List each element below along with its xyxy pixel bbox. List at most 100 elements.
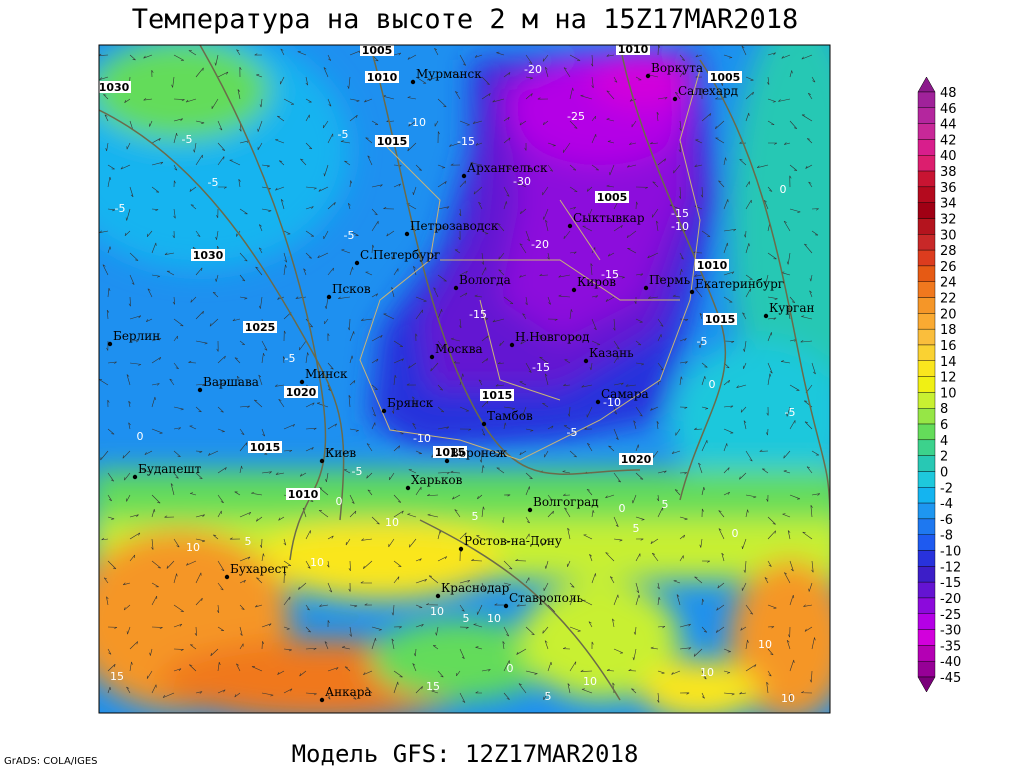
wind-arrow [172, 230, 175, 239]
wind-arrow [341, 249, 351, 254]
wind-arrow [299, 472, 307, 477]
wind-arrow [151, 509, 156, 518]
wind-arrow [701, 406, 709, 410]
isobar-label: 1015 [482, 389, 513, 402]
wind-arrow [316, 402, 329, 408]
wind-arrow [647, 252, 659, 259]
isobar-label-box [99, 81, 131, 93]
colorbar-label: 24 [940, 276, 957, 291]
isotherm-label: -15 [671, 207, 689, 220]
wind-arrow [745, 604, 754, 615]
wind-arrow [525, 577, 530, 584]
wind-arrow [195, 154, 203, 166]
wind-arrow [193, 142, 197, 153]
isotherm-label: -15 [457, 135, 475, 148]
isobar-label-box [243, 321, 277, 333]
wind-arrow [543, 692, 549, 700]
wind-arrow [450, 470, 461, 474]
city-dot [444, 458, 450, 464]
wind-arrow [305, 142, 313, 150]
wind-arrow [305, 352, 309, 364]
wind-arrow [811, 208, 819, 211]
city-label: Салехард [678, 84, 738, 98]
city-label: Будапешт [138, 462, 202, 476]
wind-arrow [569, 597, 575, 606]
wind-arrow [635, 76, 642, 81]
colorbar-label: 42 [940, 133, 957, 148]
wind-arrow [280, 199, 285, 210]
isotherm-label: -20 [531, 238, 549, 251]
city-dot [672, 96, 678, 102]
wind-arrow [261, 471, 272, 474]
wind-arrow [723, 199, 729, 210]
wind-arrow [503, 560, 513, 570]
city-dot [763, 313, 769, 319]
isotherm-label: -5 [352, 465, 363, 478]
wind-arrow [151, 428, 163, 434]
wind-arrow [743, 340, 747, 352]
wind-arrow [633, 420, 637, 430]
wind-arrow [173, 54, 185, 61]
wind-arrow [261, 623, 272, 628]
wind-arrow [558, 274, 571, 278]
wind-arrow [305, 230, 315, 237]
wind-arrow [605, 552, 615, 562]
wind-arrow [283, 560, 292, 567]
wind-arrow [305, 626, 311, 633]
city-dot [595, 399, 601, 405]
wind-arrow [809, 670, 813, 683]
wind-arrow [173, 132, 178, 144]
wind-arrow [129, 532, 141, 540]
wind-arrow [657, 507, 664, 518]
wind-arrow [195, 230, 201, 237]
wind-arrow [745, 91, 754, 100]
wind-arrow [324, 641, 329, 650]
wind-arrow [613, 594, 619, 606]
wind-arrow [657, 362, 664, 371]
wind-arrow [195, 67, 204, 78]
wind-arrow [107, 472, 114, 482]
wind-arrow [234, 491, 241, 496]
wind-arrow [582, 225, 593, 232]
wind-arrow [143, 54, 153, 59]
wind-arrow [525, 54, 533, 65]
wind-arrow [481, 465, 485, 474]
wind-arrow [215, 230, 219, 240]
wind-arrow [217, 186, 227, 189]
wind-arrow [657, 274, 663, 280]
isobar-label: 1015 [377, 135, 408, 148]
isobar-label: 1005 [710, 71, 741, 84]
wind-arrow [344, 160, 351, 166]
wind-arrow [547, 142, 556, 147]
wind-arrow [257, 142, 263, 151]
wind-arrow [767, 52, 776, 56]
wind-arrow [100, 450, 109, 461]
wind-arrow [104, 114, 109, 122]
colorbar-label: 8 [940, 402, 948, 417]
city-label: Самара [601, 387, 649, 401]
wind-arrow [305, 560, 311, 569]
wind-arrow [782, 513, 791, 518]
wind-arrow [217, 382, 226, 386]
wind-arrow [386, 230, 395, 237]
colorbar-band [917, 297, 936, 314]
wind-arrow [261, 692, 274, 697]
wind-arrow [173, 335, 178, 342]
wind-arrow [766, 494, 769, 502]
wind-arrow [806, 466, 813, 474]
isotherm-label: -5 [182, 133, 193, 146]
wind-arrow [283, 264, 287, 276]
wind-arrow [217, 120, 223, 131]
wind-arrow [327, 98, 332, 107]
wind-arrow [349, 180, 353, 188]
wind-arrow [256, 516, 263, 522]
wind-arrow [563, 425, 571, 430]
wind-arrow [407, 96, 417, 100]
wind-arrow [99, 230, 109, 233]
wind-arrow [789, 384, 800, 391]
colorbar-label: 10 [940, 386, 957, 401]
wind-arrow [366, 472, 373, 479]
isobar-label-box [433, 446, 467, 458]
wind-arrow [283, 626, 290, 630]
wind-arrow [497, 361, 505, 364]
